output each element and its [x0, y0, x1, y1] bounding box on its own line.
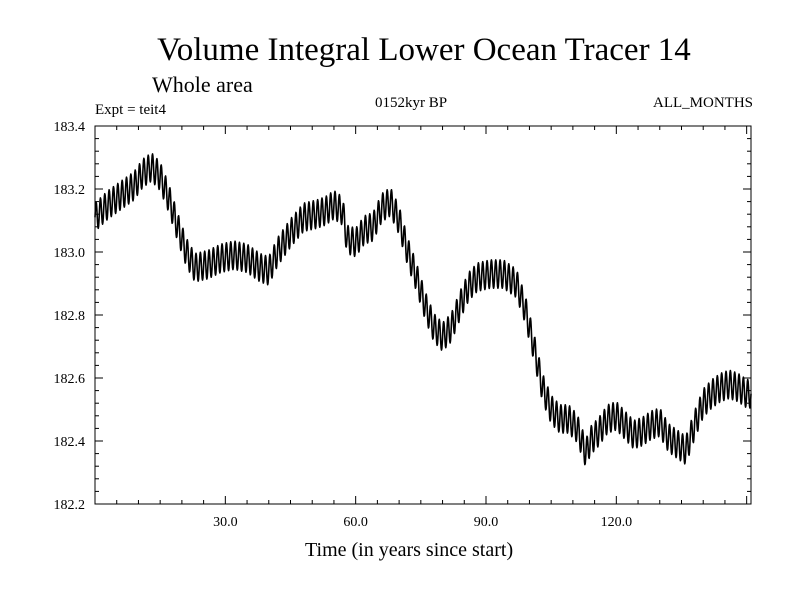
tick-marks — [95, 126, 751, 504]
x-axis-title: Time (in years since start) — [305, 539, 514, 561]
y-tick-label: 183.4 — [54, 120, 86, 135]
y-tick-label: 182.8 — [54, 309, 86, 324]
chart-title: Volume Integral Lower Ocean Tracer 14 — [157, 32, 691, 68]
y-tick-label: 182.2 — [54, 498, 86, 513]
months-label: ALL_MONTHS — [653, 95, 753, 111]
y-tick-label: 182.4 — [54, 435, 86, 450]
period-label: 0152kyr BP — [375, 95, 448, 111]
y-tick-label: 182.6 — [54, 372, 86, 387]
x-tick-label: 90.0 — [474, 515, 499, 530]
plot-frame — [94, 125, 752, 505]
x-tick-label: 30.0 — [213, 515, 238, 530]
y-tick-label: 183.0 — [54, 246, 86, 261]
chart-subtitle: Whole area — [152, 72, 253, 97]
x-tick-label: 60.0 — [343, 515, 368, 530]
data-series-line — [94, 153, 752, 466]
tick-labels: 30.0 60.0 90.0 120.0 182.2 182.4 182.6 182.8 183… — [54, 120, 633, 530]
experiment-label: Expt = teit4 — [95, 102, 166, 118]
x-tick-label: 120.0 — [601, 515, 633, 530]
y-tick-label: 183.2 — [54, 183, 86, 198]
